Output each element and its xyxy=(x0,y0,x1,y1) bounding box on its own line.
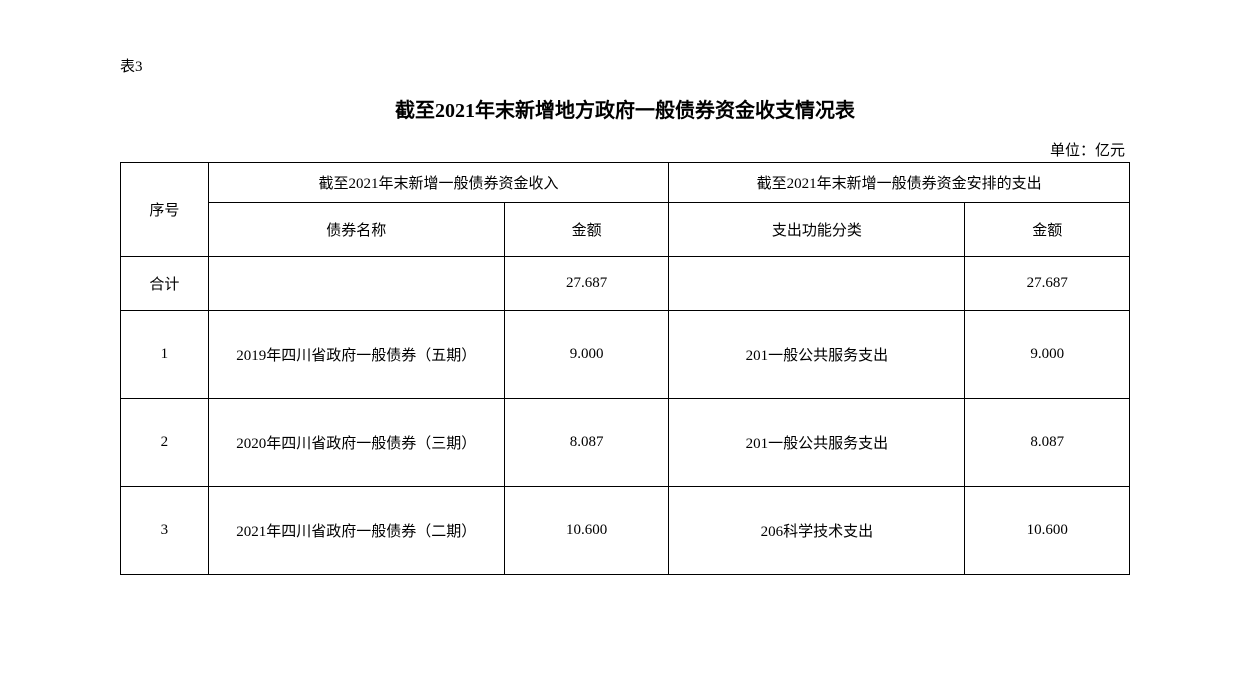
row-seq: 1 xyxy=(121,311,209,399)
row-income-amount: 10.600 xyxy=(504,487,669,575)
total-income-amount: 27.687 xyxy=(504,257,669,311)
table-row: 1 2019年四川省政府一般债券（五期） 9.000 201一般公共服务支出 9… xyxy=(121,311,1130,399)
row-seq: 2 xyxy=(121,399,209,487)
page-title: 截至2021年末新增地方政府一般债券资金收支情况表 xyxy=(120,94,1130,123)
header-income-group: 截至2021年末新增一般债券资金收入 xyxy=(208,163,669,203)
row-expense-amount: 10.600 xyxy=(965,487,1130,575)
table-row: 3 2021年四川省政府一般债券（二期） 10.600 206科学技术支出 10… xyxy=(121,487,1130,575)
row-bond-name: 2019年四川省政府一般债券（五期） xyxy=(208,311,504,399)
total-label: 合计 xyxy=(121,257,209,311)
total-expense-category xyxy=(669,257,965,311)
table-header-row1: 序号 截至2021年末新增一般债券资金收入 截至2021年末新增一般债券资金安排… xyxy=(121,163,1130,203)
header-expense-category: 支出功能分类 xyxy=(669,203,965,257)
row-income-amount: 9.000 xyxy=(504,311,669,399)
row-expense-amount: 8.087 xyxy=(965,399,1130,487)
row-expense-category: 201一般公共服务支出 xyxy=(669,399,965,487)
row-bond-name: 2020年四川省政府一般债券（三期） xyxy=(208,399,504,487)
table-number-label: 表3 xyxy=(120,55,1130,76)
table-header-row2: 债券名称 金额 支出功能分类 金额 xyxy=(121,203,1130,257)
header-seq: 序号 xyxy=(121,163,209,257)
bond-table: 序号 截至2021年末新增一般债券资金收入 截至2021年末新增一般债券资金安排… xyxy=(120,162,1130,575)
row-expense-category: 206科学技术支出 xyxy=(669,487,965,575)
table-total-row: 合计 27.687 27.687 xyxy=(121,257,1130,311)
header-amount1: 金额 xyxy=(504,203,669,257)
row-income-amount: 8.087 xyxy=(504,399,669,487)
row-bond-name: 2021年四川省政府一般债券（二期） xyxy=(208,487,504,575)
row-expense-amount: 9.000 xyxy=(965,311,1130,399)
row-seq: 3 xyxy=(121,487,209,575)
total-bond-name xyxy=(208,257,504,311)
header-amount2: 金额 xyxy=(965,203,1130,257)
table-row: 2 2020年四川省政府一般债券（三期） 8.087 201一般公共服务支出 8… xyxy=(121,399,1130,487)
row-expense-category: 201一般公共服务支出 xyxy=(669,311,965,399)
total-expense-amount: 27.687 xyxy=(965,257,1130,311)
header-expense-group: 截至2021年末新增一般债券资金安排的支出 xyxy=(669,163,1130,203)
unit-label: 单位：亿元 xyxy=(120,139,1130,160)
header-bond-name: 债券名称 xyxy=(208,203,504,257)
